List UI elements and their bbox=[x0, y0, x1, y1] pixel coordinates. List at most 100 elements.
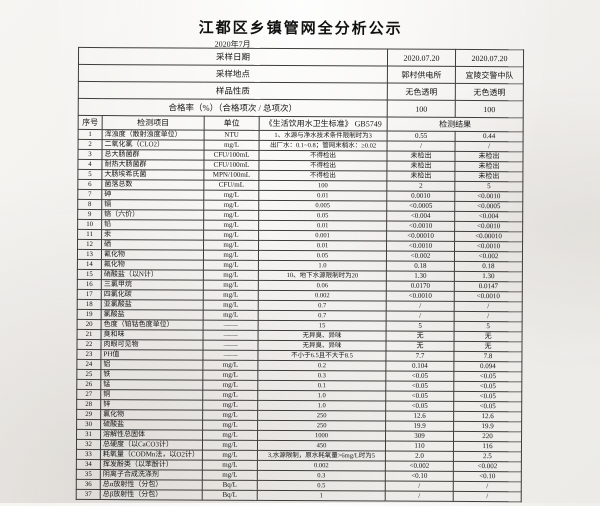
row-number-cell: 7 bbox=[77, 189, 102, 200]
unit-cell: Bq/L bbox=[202, 480, 258, 491]
result-cell-2: 无 bbox=[454, 331, 523, 342]
result-cell-2: <0.05 bbox=[453, 371, 522, 382]
results-table-body: 1 浑浊度（散射浊度单位） NTU 1、水源与净水技术条件限制时为3 0.55 0.44 2… bbox=[76, 129, 524, 502]
result-cell-2: 1.30 bbox=[454, 271, 523, 282]
row-number-cell: 17 bbox=[77, 289, 102, 300]
standard-cell: 1.0 bbox=[258, 260, 387, 272]
result-cell-2: 0.094 bbox=[453, 361, 522, 372]
col-header-unit: 单位 bbox=[204, 116, 260, 131]
info-label: 采样日期 bbox=[78, 47, 388, 67]
result-cell-2: 7.8 bbox=[453, 351, 522, 362]
info-label: 合格率（%）（合格项次 / 总项次） bbox=[78, 98, 388, 118]
item-name-cell: 铜 bbox=[100, 389, 203, 401]
unit-cell: Bq/L bbox=[202, 490, 258, 501]
standard-cell: 1.0 bbox=[257, 390, 386, 402]
row-number-cell: 29 bbox=[76, 409, 101, 420]
item-name-cell: 耗氧量（CODMn法，以O2计） bbox=[100, 449, 203, 461]
unit-cell: mg/L bbox=[202, 410, 258, 421]
info-label: 采样地点 bbox=[78, 64, 388, 84]
result-cell-1: 无 bbox=[385, 341, 455, 352]
standard-cell: 0.2 bbox=[257, 360, 386, 372]
standard-cell: 1000 bbox=[257, 430, 386, 442]
unit-cell: mg/L bbox=[203, 200, 259, 211]
result-cell-2: <0.0010 bbox=[454, 221, 523, 232]
result-cell-1: 7.7 bbox=[385, 351, 454, 362]
item-name-cell: 肉眼可见物 bbox=[100, 339, 204, 351]
result-cell-1: / bbox=[386, 311, 455, 322]
standard-cell: 0.001 bbox=[258, 230, 387, 242]
item-name-cell: 汞 bbox=[101, 229, 204, 241]
result-cell-1: <0.004 bbox=[386, 211, 455, 222]
result-cell-2: <0.0010 bbox=[454, 291, 523, 302]
row-number-cell: 34 bbox=[76, 459, 101, 470]
row-number-cell: 23 bbox=[76, 349, 101, 360]
item-name-cell: 总β放射性（分包） bbox=[100, 489, 203, 501]
result-cell-2: 未检出 bbox=[454, 171, 523, 182]
standard-cell: 1、水源与净水技术条件限制时为3 bbox=[259, 130, 388, 142]
standard-cell: 3,水源限制，原水耗氧量>6mg/L时为5 bbox=[257, 450, 386, 462]
unit-cell: mg/L bbox=[204, 140, 260, 151]
row-number-cell: 27 bbox=[76, 389, 101, 400]
item-name-cell: 硝酸盐（以N计） bbox=[101, 269, 204, 281]
result-cell-2: <0.0005 bbox=[454, 201, 523, 212]
item-name-cell: 臭和味 bbox=[101, 329, 204, 341]
unit-cell: mg/L bbox=[202, 380, 258, 391]
result-cell-1: <0.05 bbox=[385, 401, 454, 412]
row-number-cell: 26 bbox=[76, 379, 101, 390]
item-name-cell: 锰 bbox=[100, 379, 203, 391]
info-value: 无色透明 bbox=[455, 83, 524, 101]
result-cell-2: 0.44 bbox=[455, 131, 524, 142]
row-number-cell: 2 bbox=[78, 139, 103, 150]
info-value: 100 bbox=[455, 100, 524, 118]
result-cell-1: 2.0 bbox=[385, 451, 454, 462]
result-cell-1: 19.9 bbox=[385, 421, 454, 432]
item-name-cell: 氯化物 bbox=[100, 409, 203, 421]
result-cell-2: <0.00010 bbox=[454, 231, 523, 242]
unit-cell: mg/L bbox=[202, 450, 258, 461]
row-number-cell: 3 bbox=[77, 149, 103, 160]
row-number-cell: 15 bbox=[77, 269, 102, 280]
document-title: 江都区乡镇管网全分析公示 bbox=[198, 19, 403, 38]
standard-cell: 1.0 bbox=[257, 400, 386, 412]
result-cell-1: 5 bbox=[386, 321, 455, 332]
standard-cell: 10、地下水源限制时为20 bbox=[258, 270, 387, 282]
result-cell-2: / bbox=[453, 481, 522, 492]
result-cell-1: <0.0010 bbox=[386, 221, 455, 232]
unit-cell: —— bbox=[203, 320, 259, 331]
result-cell-2: <0.002 bbox=[454, 251, 523, 262]
col-header-standard: 《生活饮用水卫生标准》 GB5749 bbox=[259, 116, 388, 132]
item-name-cell: 氯酸盐 bbox=[101, 309, 204, 321]
item-name-cell: 总α放射性（分包） bbox=[100, 479, 203, 491]
item-name-cell: 亚氯酸盐 bbox=[101, 299, 204, 311]
row-number-cell: 22 bbox=[76, 339, 102, 350]
result-cell-2: <0.10 bbox=[453, 471, 522, 482]
item-name-cell: 色度（铂钴色度单位） bbox=[101, 319, 204, 331]
result-cell-1: <0.0005 bbox=[386, 201, 455, 212]
standard-cell: 0.3 bbox=[257, 370, 386, 382]
standard-cell: 15 bbox=[258, 320, 387, 332]
table-row: 37 总β放射性（分包） Bq/L 1// bbox=[76, 489, 522, 502]
standard-cell: 0.7 bbox=[258, 300, 387, 312]
item-name-cell: 镉 bbox=[101, 199, 204, 211]
result-cell-2: / bbox=[453, 491, 522, 502]
result-cell-2: <0.004 bbox=[454, 211, 523, 222]
unit-cell: —— bbox=[202, 340, 259, 351]
standard-cell: 无异臭、异味 bbox=[257, 340, 387, 352]
result-cell-1: <0.00010 bbox=[386, 231, 455, 242]
result-cell-1: 0.104 bbox=[385, 361, 454, 372]
item-name-cell: 铅 bbox=[101, 219, 204, 231]
item-name-cell: 氰化物 bbox=[101, 249, 204, 261]
result-cell-1: 0.55 bbox=[387, 131, 456, 142]
result-cell-1: 1.30 bbox=[386, 271, 455, 282]
result-cell-1: <0.05 bbox=[385, 371, 454, 382]
row-number-cell: 16 bbox=[77, 279, 102, 290]
result-cell-1: 0.0170 bbox=[386, 281, 455, 292]
unit-cell: CFU/mL bbox=[203, 180, 259, 191]
row-number-cell: 31 bbox=[76, 429, 101, 440]
standard-cell: 不得检出 bbox=[258, 170, 387, 182]
row-number-cell: 20 bbox=[77, 319, 102, 330]
standard-cell: 0.01 bbox=[258, 240, 387, 252]
unit-cell: mg/L bbox=[202, 460, 258, 471]
result-cell-2: 无 bbox=[453, 341, 523, 352]
row-number-cell: 24 bbox=[76, 359, 101, 370]
